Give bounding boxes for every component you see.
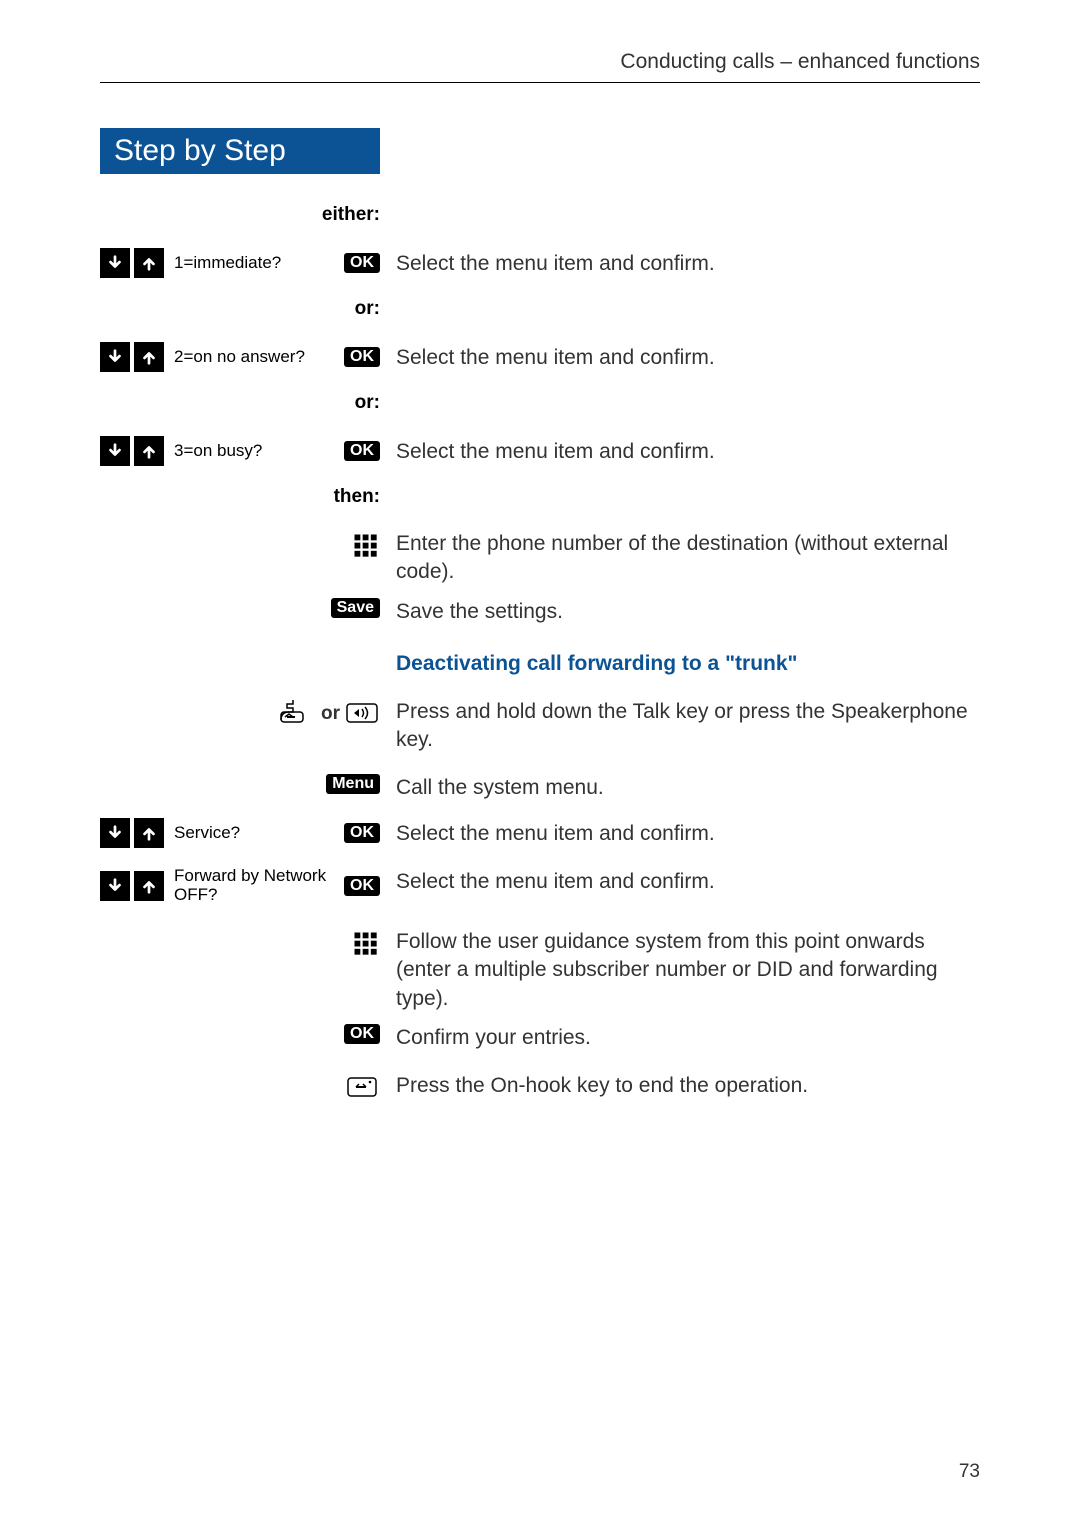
arrow-up-icon — [134, 342, 164, 372]
ok-badge: OK — [344, 441, 380, 461]
ok-badge: OK — [344, 347, 380, 367]
save-badge: Save — [331, 598, 380, 618]
speaker-key-icon — [346, 698, 380, 729]
menu-badge: Menu — [326, 774, 380, 794]
display-busy: 3=on busy? — [174, 441, 344, 461]
label-or-2: or: — [100, 392, 380, 414]
keypad-icon — [350, 928, 380, 958]
display-service: Service? — [174, 823, 344, 843]
arrow-up-icon — [134, 248, 164, 278]
talk-key-icon — [279, 698, 315, 729]
arrow-up-icon — [134, 818, 164, 848]
ok-badge: OK — [344, 253, 380, 273]
ok-badge: OK — [344, 1024, 380, 1044]
instr-fwd-off: Select the menu item and confirm. — [396, 868, 980, 896]
instr-talk: Press and hold down the Talk key or pres… — [396, 698, 980, 755]
page-header: Conducting calls – enhanced functions — [100, 50, 980, 74]
instr-onhook: Press the On-hook key to end the operati… — [396, 1072, 980, 1100]
arrow-down-icon — [100, 342, 130, 372]
ok-badge: OK — [344, 876, 380, 896]
instr-menu: Call the system menu. — [396, 774, 980, 802]
page-number: 73 — [959, 1461, 980, 1483]
header-rule — [100, 82, 980, 83]
display-fwd-off: Forward by Network OFF? — [174, 867, 344, 904]
step-by-step-header: Step by Step — [100, 128, 380, 174]
instr-enter-number: Enter the phone number of the destinatio… — [396, 530, 980, 587]
display-noanswer: 2=on no answer? — [174, 347, 344, 367]
display-immediate: 1=immediate? — [174, 253, 344, 273]
instr-service: Select the menu item and confirm. — [396, 820, 980, 848]
keypad-icon — [350, 530, 380, 560]
arrow-up-icon — [134, 871, 164, 901]
arrow-down-icon — [100, 871, 130, 901]
instr-confirm: Confirm your entries. — [396, 1024, 980, 1052]
instr-busy: Select the menu item and confirm. — [396, 438, 980, 466]
instr-noanswer: Select the menu item and confirm. — [396, 344, 980, 372]
label-then: then: — [100, 486, 380, 508]
label-or-1: or: — [100, 298, 380, 320]
arrow-down-icon — [100, 436, 130, 466]
section-deactivating: Deactivating call forwarding to a "trunk… — [396, 652, 980, 676]
arrow-down-icon — [100, 248, 130, 278]
instr-save: Save the settings. — [396, 598, 980, 626]
label-either: either: — [100, 204, 380, 226]
instr-follow: Follow the user guidance system from thi… — [396, 928, 980, 1013]
arrow-down-icon — [100, 818, 130, 848]
ok-badge: OK — [344, 823, 380, 843]
arrow-up-icon — [134, 436, 164, 466]
label-or-inline: or — [321, 703, 340, 725]
onhook-key-icon — [344, 1072, 380, 1103]
instr-immediate: Select the menu item and confirm. — [396, 250, 980, 278]
